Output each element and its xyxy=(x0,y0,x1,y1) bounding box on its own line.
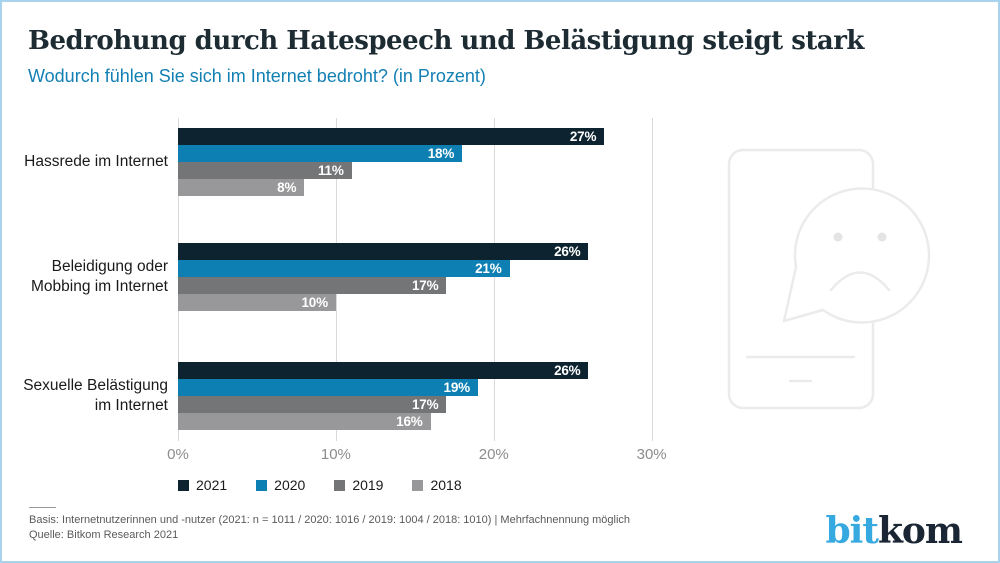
bar-value-label: 19% xyxy=(443,380,471,395)
bar-2019: 17% xyxy=(178,396,447,413)
bar-value-label: 11% xyxy=(317,163,344,178)
gridline xyxy=(651,118,653,441)
legend-item-2018: 2018 xyxy=(412,477,462,493)
bar-2019: 17% xyxy=(178,277,447,294)
bar-value-label: 27% xyxy=(569,129,597,144)
legend-swatch xyxy=(178,479,189,491)
bar-group: 26% 21% 17% 10% xyxy=(178,243,699,311)
category-label-column: Hassrede im Internet Beleidigung oder Mobb… xyxy=(0,118,168,441)
bitkom-logo: bitkom xyxy=(825,510,963,552)
x-axis-tick-label: 20% xyxy=(478,446,509,463)
logo-part-kom: kom xyxy=(877,510,963,552)
bar-2019: 11% xyxy=(178,162,352,179)
footer-divider xyxy=(29,507,56,508)
bar-value-label: 17% xyxy=(411,397,439,412)
legend-swatch xyxy=(256,479,268,491)
legend-swatch xyxy=(334,479,346,491)
page-subtitle: Wodurch fühlen Sie sich im Internet bedr… xyxy=(28,66,486,87)
bar-chart: Hassrede im Internet Beleidigung oder Mobb… xyxy=(0,110,1000,493)
plot-area: 27% 18% 11% 8% 26% 21% 17% 10% 26% 19% 17% 16% xyxy=(178,118,699,441)
bar-2021: 26% xyxy=(178,362,589,379)
footnote-source: Quelle: Bitkom Research 2021 xyxy=(29,529,179,541)
speech-bubble-icon xyxy=(782,187,931,324)
bar-group: 26% 19% 17% 16% xyxy=(178,362,699,430)
bar-2021: 26% xyxy=(178,243,589,260)
gridline xyxy=(493,118,495,441)
legend-label: 2019 xyxy=(352,477,384,493)
bar-value-label: 17% xyxy=(411,278,439,293)
bar-2018: 16% xyxy=(178,413,431,430)
logo-part-bit: bit xyxy=(825,510,878,552)
footnote-basis: Basis: Internetnutzerinnen und -nutzer (… xyxy=(29,514,631,526)
legend-item-2020: 2020 xyxy=(256,477,305,493)
x-axis-tick-label: 0% xyxy=(167,446,189,463)
footnotes: Basis: Internetnutzerinnen und -nutzer (… xyxy=(29,513,729,543)
page-title: Bedrohung durch Hatespeech und Belästigu… xyxy=(28,26,864,56)
category-label: Sexuelle Belästigung im Internet xyxy=(23,377,168,414)
legend-label: 2020 xyxy=(274,477,306,493)
bar-2018: 10% xyxy=(178,294,336,311)
x-axis: 0% 10% 20% 30% xyxy=(167,446,699,466)
legend-label: 2021 xyxy=(196,477,228,493)
bar-2018: 8% xyxy=(178,179,305,196)
bar-2021: 27% xyxy=(178,128,605,145)
legend: 2021 2020 2019 2018 xyxy=(178,477,462,493)
bar-value-label: 18% xyxy=(427,146,455,161)
smartphone-sad-face-illustration xyxy=(727,148,931,410)
bar-value-label: 8% xyxy=(277,180,297,195)
x-axis-tick-label: 30% xyxy=(636,446,667,463)
category-label: Hassrede im Internet xyxy=(24,153,168,170)
bar-value-label: 21% xyxy=(475,261,502,276)
bar-value-label: 26% xyxy=(554,244,581,259)
bar-group: 27% 18% 11% 8% xyxy=(178,128,699,196)
left-eye-icon xyxy=(833,232,843,242)
bar-value-label: 26% xyxy=(554,363,581,378)
legend-label: 2018 xyxy=(430,477,462,493)
legend-item-2019: 2019 xyxy=(334,477,383,493)
legend-swatch xyxy=(412,479,424,491)
bar-2020: 18% xyxy=(178,145,463,162)
bar-value-label: 10% xyxy=(301,295,328,310)
bar-2020: 19% xyxy=(178,379,478,396)
frown-mouth-icon xyxy=(829,271,891,292)
header: Bedrohung durch Hatespeech und Belästigu… xyxy=(28,26,948,87)
legend-item-2021: 2021 xyxy=(178,477,227,493)
right-eye-icon xyxy=(877,232,887,242)
x-axis-tick-label: 10% xyxy=(320,446,351,463)
category-label: Beleidigung oder Mobbing im Internet xyxy=(31,258,168,295)
bar-2020: 21% xyxy=(178,260,510,277)
bar-value-label: 16% xyxy=(396,414,423,429)
